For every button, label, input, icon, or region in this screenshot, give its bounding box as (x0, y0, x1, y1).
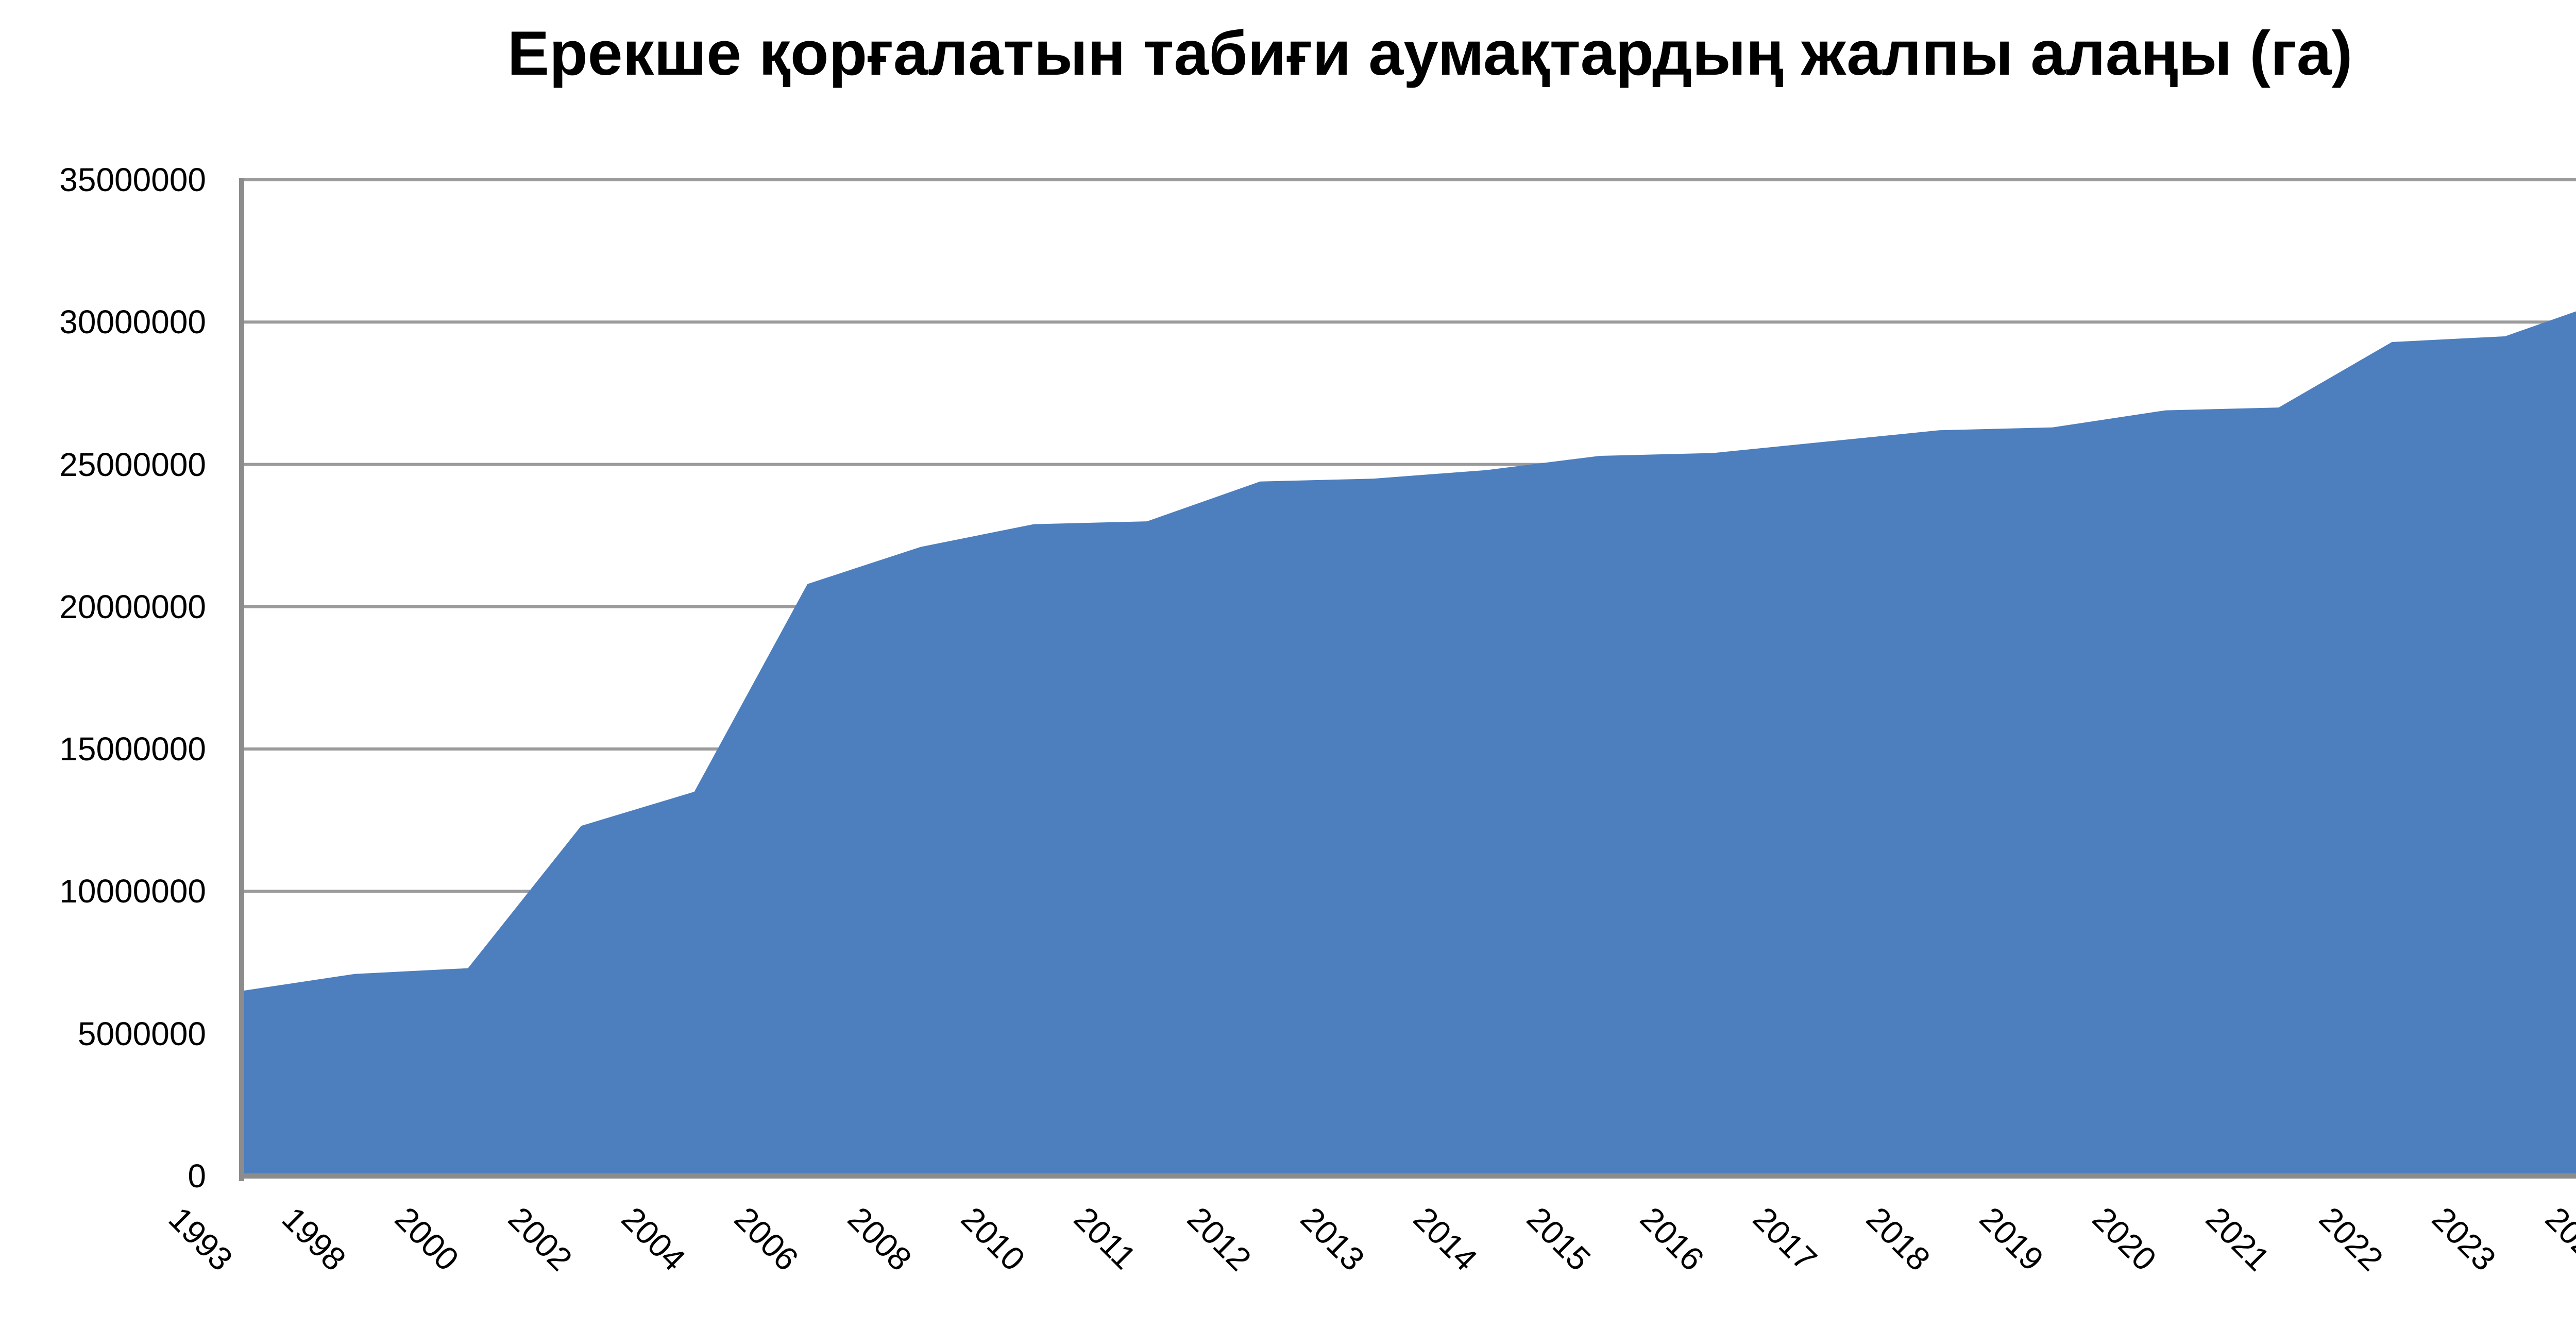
plot-area (242, 178, 2576, 1176)
x-axis-tick-label: 2019 (1972, 1200, 2051, 1278)
y-axis-tick-label: 10000000 (59, 873, 206, 910)
x-axis-tick-label: 2018 (1859, 1200, 1938, 1278)
x-axis-tick-label: 2010 (954, 1200, 1032, 1278)
x-axis-tick-label: 2016 (1633, 1200, 1711, 1278)
x-axis-tick-label: 2004 (614, 1200, 693, 1278)
y-axis-tick-label: 30000000 (59, 303, 206, 341)
x-axis-line (239, 1173, 2576, 1179)
x-axis-tick-label: 2011 (1067, 1200, 1144, 1276)
y-axis-tick-label: 15000000 (59, 730, 206, 768)
area-series-svg (242, 178, 2576, 1176)
area-series (242, 311, 2576, 1176)
x-axis-tick-label: 1998 (275, 1200, 353, 1278)
y-axis-tick-label: 20000000 (59, 588, 206, 625)
x-axis-tick-label: 2020 (2086, 1200, 2164, 1278)
x-axis-tick-label: 2024 (2538, 1200, 2576, 1278)
x-axis-tick-label: 1993 (161, 1200, 240, 1278)
y-axis-tick-label: 5000000 (77, 1015, 206, 1052)
x-axis-tick-label: 2012 (1180, 1200, 1259, 1278)
y-axis-tick-label: 0 (188, 1157, 206, 1195)
x-axis-tick-label: 2006 (727, 1200, 806, 1278)
x-axis-tick-label: 2015 (1519, 1200, 1598, 1278)
x-axis-tick-label: 2008 (840, 1200, 919, 1278)
x-axis-tick-label: 2000 (388, 1200, 466, 1278)
y-axis-tick-label: 35000000 (59, 161, 206, 198)
y-axis-line (239, 178, 244, 1181)
x-axis-tick-label: 2022 (2312, 1200, 2391, 1278)
chart-title: Ерекше қорғалатын табиғи аумақтардың жал… (507, 18, 2353, 88)
x-axis-tick-label: 2014 (1406, 1200, 1485, 1278)
x-axis-tick-label: 2013 (1293, 1200, 1372, 1278)
x-axis-tick-label: 2002 (501, 1200, 580, 1278)
x-axis-tick-label: 2021 (2198, 1200, 2277, 1278)
x-axis-tick-label: 2023 (2425, 1200, 2503, 1278)
x-axis-tick-label: 2017 (1746, 1200, 1824, 1278)
y-axis-tick-label: 25000000 (59, 446, 206, 483)
